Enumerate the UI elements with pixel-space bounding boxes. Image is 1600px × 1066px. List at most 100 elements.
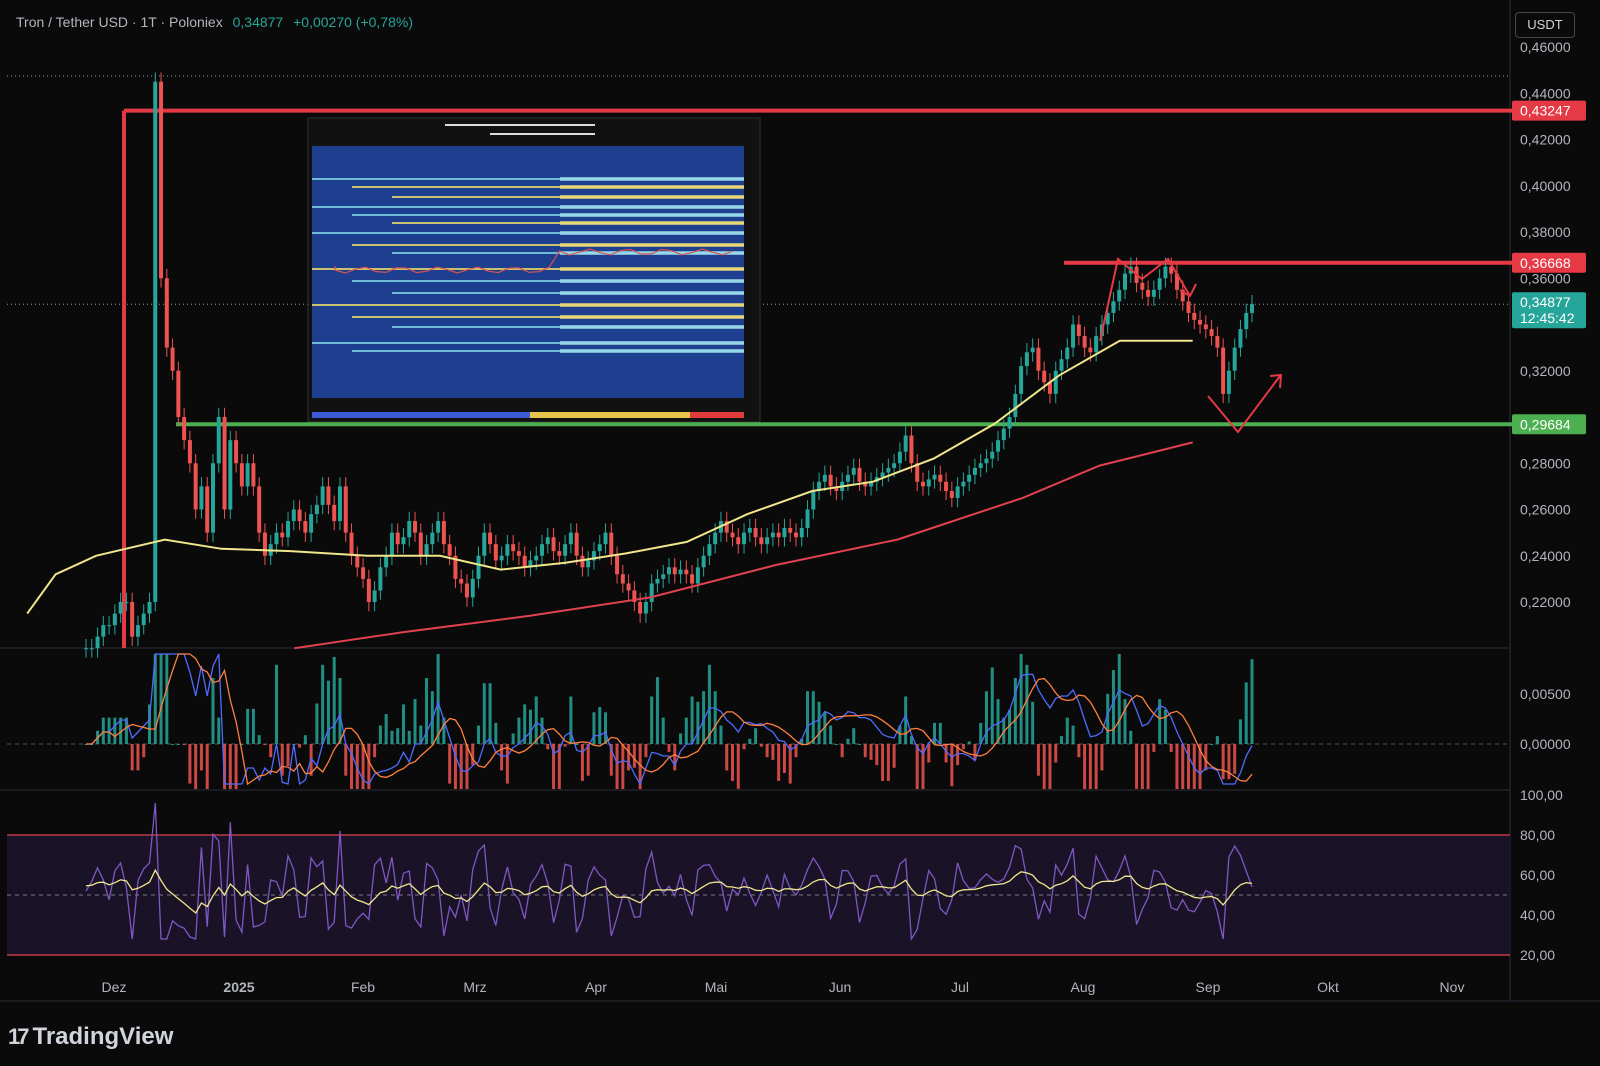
candle-body (909, 435, 914, 464)
macd-histogram-bar (967, 741, 971, 744)
macd-histogram-bar (1233, 744, 1237, 774)
candle-body (1013, 393, 1018, 417)
inset-liquidity-band (352, 214, 744, 216)
inset-liquidity-band (352, 186, 744, 188)
macd-histogram-bar (136, 744, 140, 771)
macd-histogram-bar (788, 744, 792, 784)
rsi-line (85, 802, 1253, 942)
candle-body (1250, 304, 1254, 313)
tradingview-logo[interactable]: 17 TradingView (8, 1022, 173, 1052)
macd-histogram-bar (1169, 744, 1173, 752)
macd-histogram-bar (857, 744, 861, 745)
candle-body (557, 551, 562, 556)
inset-liquidity-band (560, 267, 744, 271)
currency-button[interactable]: USDT (1515, 12, 1575, 38)
candle-body (499, 555, 504, 561)
macd-histogram-bar (269, 744, 273, 758)
inset-colorbar (530, 412, 744, 418)
candle-body (851, 467, 856, 475)
macd-histogram-bar (840, 744, 844, 758)
macd-histogram-bar (933, 722, 937, 744)
macd-histogram-bar (725, 744, 729, 771)
level-price-tag (1512, 414, 1586, 435)
macd-histogram-bar (378, 725, 382, 744)
inset-liquidity-band (352, 350, 744, 352)
candle-body (1053, 370, 1058, 394)
inset-liquidity-band (312, 304, 744, 306)
candle-body (540, 544, 545, 556)
candle-body (805, 509, 810, 528)
candle-body (1186, 301, 1191, 313)
macd-histogram-bar (326, 680, 330, 744)
projection-arrow (1207, 375, 1281, 434)
candle-body (205, 486, 210, 533)
candle-body (239, 463, 244, 487)
inset-liquidity-band (352, 244, 744, 246)
candle-body (586, 560, 591, 568)
month-label: Mai (705, 979, 728, 995)
macd-histogram-bar (834, 744, 838, 745)
candle-body (1094, 336, 1099, 353)
candle-body (643, 602, 648, 614)
inset-liquidity-band (312, 232, 744, 234)
drawing-annotations[interactable] (1099, 257, 1283, 434)
candle-body (89, 648, 94, 650)
candle-body (1024, 352, 1029, 367)
candle-body (990, 451, 995, 459)
macd-histogram-bar (280, 744, 284, 776)
candle-body (788, 528, 793, 533)
macd-histogram-bar (546, 744, 550, 750)
candle-body (580, 555, 585, 568)
inset-slider (490, 133, 595, 135)
candle-body (776, 532, 781, 538)
level-price-tag (1512, 252, 1586, 273)
macd-histogram-bar (938, 722, 942, 744)
level-price-label: 0,36668 (1520, 255, 1571, 271)
inset-slider (445, 124, 595, 126)
candle-body (701, 555, 706, 568)
macd-histogram-bar (1088, 744, 1092, 789)
macd-histogram-bar (1077, 744, 1081, 758)
macd-histogram-bar (263, 744, 267, 745)
candle-body (1082, 336, 1087, 348)
candle-body (1117, 289, 1122, 302)
inset-colorbar (312, 412, 744, 418)
macd-histogram-bar (817, 701, 821, 744)
macd-histogram-bar (130, 744, 134, 771)
candle-body (534, 555, 539, 561)
macd-histogram-bar (702, 691, 706, 744)
macd-histogram-bar (1054, 744, 1058, 763)
macd-histogram-bar (823, 712, 827, 744)
candle-body (1232, 347, 1237, 371)
horizontal-levels[interactable]: 0,43247 0,36668 0,29684 (122, 100, 1586, 648)
candle-body (159, 81, 164, 279)
macd-histogram-bar (1025, 664, 1029, 744)
price-axis[interactable]: 0,46000 0,44000 0,42000 0,40000 0,38000 0,360… (1512, 39, 1586, 963)
candle-body (603, 532, 608, 545)
month-label: Nov (1440, 979, 1465, 995)
moving-averages (26, 339, 1193, 650)
candle-body (488, 532, 493, 545)
month-label: Jun (829, 979, 852, 995)
macd-histogram-bar (909, 736, 913, 744)
candle-body (1215, 336, 1220, 348)
candle-body (355, 555, 360, 568)
macd-histogram-bar (1198, 744, 1202, 789)
candle-body (216, 417, 221, 464)
macd-histogram-bar (1094, 744, 1098, 789)
time-axis[interactable]: Dez 2025 Feb Mrz Apr Mai Jun Jul Aug Sep Okt Nov (102, 979, 1465, 995)
macd-histogram-bar (736, 744, 740, 789)
candle-body (811, 491, 816, 510)
macd-histogram-bar (471, 744, 475, 766)
candle-body (418, 532, 423, 556)
inset-liquidity-band (560, 195, 744, 199)
candle-body (845, 474, 850, 482)
rsi-tick-label: 40,00 (1520, 907, 1555, 923)
macd-histogram-bar (234, 744, 238, 789)
symbol-title[interactable]: Tron / Tether USD · 1T · Poloniex (16, 14, 223, 30)
month-label: Apr (585, 979, 607, 995)
rsi-tick-label: 100,00 (1520, 787, 1563, 803)
candle-body (1007, 417, 1012, 429)
macd-histogram-bar (505, 744, 509, 784)
